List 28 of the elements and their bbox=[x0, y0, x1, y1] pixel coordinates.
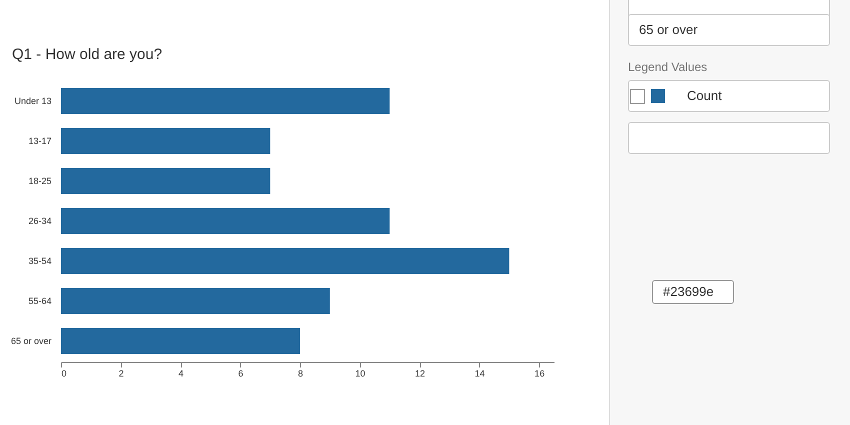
x-tick-label: 6 bbox=[238, 368, 244, 378]
bar bbox=[61, 88, 390, 114]
y-tick-label: Under 13 bbox=[14, 96, 52, 106]
bar bbox=[61, 328, 300, 354]
y-tick-label: 65 or over bbox=[10, 336, 52, 346]
text: Legend Values bbox=[628, 60, 708, 74]
x-tick-label: 2 bbox=[118, 368, 124, 378]
bar bbox=[61, 128, 270, 154]
text: Count bbox=[628, 80, 830, 112]
y-tick-label: 13-17 bbox=[28, 136, 52, 146]
y-tick-label: 18-25 bbox=[28, 176, 52, 186]
x-tick-label: 12 bbox=[415, 368, 426, 378]
y-tick-label: 26-34 bbox=[28, 216, 52, 226]
x-tick-label: 8 bbox=[298, 368, 304, 378]
x-tick-label: 0 bbox=[62, 368, 67, 378]
x-tick-label: 10 bbox=[355, 368, 366, 378]
chart-title: Q1 - How old are you? bbox=[12, 46, 162, 63]
x-tick-label: 4 bbox=[178, 368, 184, 378]
text: 65 or over bbox=[628, 14, 830, 46]
x-tick-label: 14 bbox=[474, 368, 485, 378]
bar bbox=[61, 208, 390, 234]
x-tick-label: 16 bbox=[534, 368, 545, 378]
bar bbox=[61, 168, 270, 194]
bar bbox=[61, 288, 330, 314]
y-tick-label: 35-54 bbox=[28, 256, 52, 266]
text: #23699e bbox=[652, 280, 734, 304]
y-tick-label: 55-64 bbox=[28, 296, 52, 306]
bar bbox=[61, 248, 510, 274]
